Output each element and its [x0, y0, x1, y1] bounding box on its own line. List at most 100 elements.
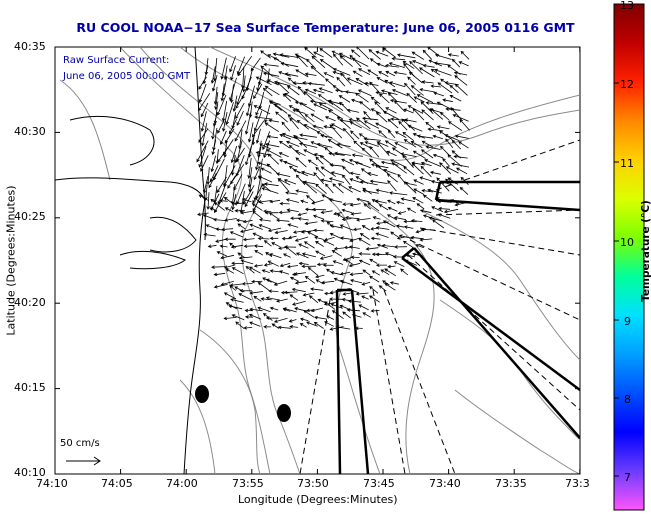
current-vector: [363, 137, 381, 141]
current-vector: [211, 139, 217, 156]
current-vector: [448, 121, 463, 131]
current-vector: [420, 101, 434, 114]
current-vector: [348, 262, 361, 268]
current-vector: [213, 202, 225, 211]
plot-frame: [54, 46, 581, 475]
current-vector: [425, 145, 441, 150]
y-axis-ticks: [55, 46, 580, 475]
current-vector: [304, 275, 316, 284]
current-vector: [285, 140, 300, 147]
current-vector: [329, 163, 344, 167]
current-vector: [332, 260, 344, 265]
current-vector: [314, 236, 324, 240]
current-vector: [347, 299, 361, 304]
current-vector: [263, 325, 272, 329]
current-vector: [223, 197, 234, 205]
current-vector: [360, 180, 378, 186]
current-vector: [358, 304, 369, 311]
current-vector: [349, 171, 361, 176]
current-vector: [211, 74, 218, 92]
current-vector: [368, 295, 380, 303]
current-vector: [412, 197, 424, 204]
current-vector: [235, 218, 245, 223]
current-vector: [395, 224, 405, 228]
current-vector: [361, 225, 371, 231]
current-vector: [242, 185, 255, 205]
current-vector: [251, 203, 263, 211]
current-vector: [261, 269, 270, 273]
current-vector: [375, 122, 391, 131]
current-vector: [303, 91, 317, 103]
current-vector: [341, 158, 355, 166]
y-tick-label: 40:30: [14, 125, 46, 138]
current-vector: [206, 167, 210, 185]
current-vector: [420, 209, 432, 214]
current-vector: [230, 244, 244, 249]
current-vector: [329, 290, 344, 295]
current-vector: [282, 253, 291, 258]
current-vector: [367, 69, 379, 77]
current-vector: [253, 197, 264, 205]
y-tick-label: 40:25: [14, 210, 46, 223]
current-vector: [288, 319, 297, 323]
current-vector: [407, 124, 423, 132]
current-vector: [392, 255, 405, 259]
colorbar-title: Temperature (°C): [640, 200, 651, 302]
current-vector: [452, 114, 469, 122]
colorbar-tick-label: 10: [620, 236, 634, 249]
current-vector: [386, 173, 398, 183]
current-vector: [369, 179, 388, 184]
current-vector: [413, 96, 425, 103]
current-vector: [252, 210, 263, 219]
current-vector: [451, 139, 462, 150]
current-vector: [342, 166, 351, 175]
current-vector: [328, 198, 342, 203]
current-vector: [361, 295, 369, 300]
current-vector: [378, 130, 387, 138]
current-vector: [276, 81, 290, 94]
current-vector: [353, 140, 363, 150]
current-vector: [324, 146, 335, 157]
current-vector: [297, 212, 308, 217]
current-vector: [304, 113, 315, 123]
current-vector: [383, 168, 397, 175]
current-vector: [312, 214, 324, 220]
current-vector: [234, 147, 245, 163]
current-vector: [281, 121, 291, 132]
current-vector: [433, 61, 451, 66]
current-vector: [325, 183, 334, 194]
current-vector: [378, 285, 387, 292]
current-vector: [216, 251, 227, 257]
current-vector: [257, 282, 270, 292]
current-vector: [359, 101, 372, 111]
current-vector: [225, 268, 235, 274]
current-vector: [219, 198, 228, 203]
current-vector: [339, 55, 353, 67]
current-vector: [278, 210, 291, 215]
current-vector: [432, 219, 445, 229]
current-vector: [402, 131, 415, 142]
current-vector: [342, 292, 354, 296]
current-vector: [349, 203, 361, 207]
current-vector: [370, 236, 381, 241]
current-vector: [336, 142, 351, 148]
current-vector: [391, 56, 406, 61]
current-vector: [454, 134, 469, 139]
current-vector: [227, 175, 236, 189]
current-vector: [314, 315, 328, 320]
current-vector: [295, 108, 309, 123]
current-vector: [255, 128, 261, 144]
current-vector: [295, 157, 307, 168]
current-vector: [341, 174, 351, 185]
current-vector: [394, 245, 407, 249]
current-vector: [273, 57, 290, 67]
current-vector: [324, 78, 334, 87]
current-vector: [420, 165, 432, 178]
current-vector: [242, 237, 255, 242]
current-vector: [271, 323, 280, 329]
current-vector: [402, 240, 414, 248]
current-vector: [403, 181, 417, 194]
current-vector: [430, 108, 444, 120]
current-vector: [255, 101, 262, 116]
